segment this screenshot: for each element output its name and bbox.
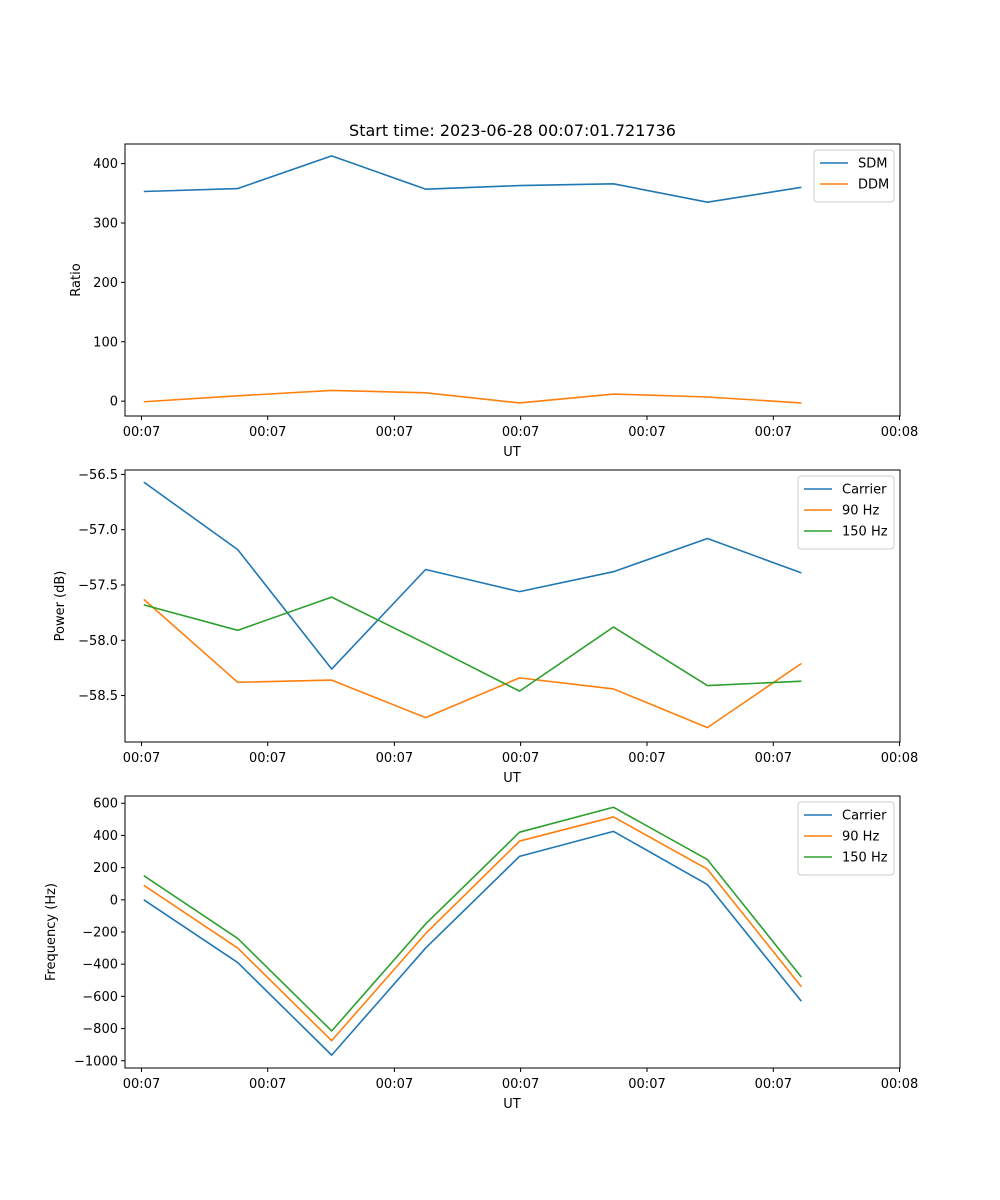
series-line-150-hz bbox=[143, 806, 802, 1032]
figure-title: Start time: 2023-06-28 00:07:01.721736 bbox=[349, 121, 676, 140]
y-axis-label: Ratio bbox=[69, 263, 84, 296]
y-tick-label: −800 bbox=[82, 1022, 118, 1037]
y-tick-label: −58.0 bbox=[78, 634, 118, 649]
series-line-90-hz bbox=[143, 816, 802, 1042]
y-tick-label: −58.5 bbox=[78, 689, 118, 704]
y-tick-label: 400 bbox=[93, 157, 118, 172]
legend-entry-label: 90 Hz bbox=[842, 504, 879, 519]
x-tick-label: 00:07 bbox=[502, 751, 539, 766]
y-tick-label: −200 bbox=[82, 926, 118, 941]
x-tick-label: 00:07 bbox=[376, 1077, 413, 1092]
legend: Carrier 90 Hz 150 Hz bbox=[797, 801, 895, 876]
x-tick-label: 00:07 bbox=[755, 1077, 792, 1092]
axes-frame bbox=[124, 469, 901, 743]
y-tick-label: −400 bbox=[82, 958, 118, 973]
y-axis-label: Power (dB) bbox=[53, 571, 68, 642]
y-tick-label: −57.5 bbox=[78, 578, 118, 593]
x-tick-label: 00:07 bbox=[249, 425, 286, 440]
y-tick-label: 100 bbox=[93, 335, 118, 350]
legend-entry-label: Carrier bbox=[842, 809, 887, 824]
x-tick-label: 00:07 bbox=[123, 425, 160, 440]
x-tick-label: 00:07 bbox=[755, 425, 792, 440]
y-tick-label: −600 bbox=[82, 990, 118, 1005]
x-tick-label: 00:07 bbox=[628, 1077, 665, 1092]
x-tick-label: 00:07 bbox=[755, 751, 792, 766]
legend-entry-label: 150 Hz bbox=[842, 525, 888, 540]
x-tick-label: 00:08 bbox=[881, 751, 918, 766]
y-tick-label: −57.0 bbox=[78, 523, 118, 538]
x-axis-label: UT bbox=[503, 445, 521, 460]
x-tick-label: 00:08 bbox=[881, 425, 918, 440]
y-axis-label: Frequency (Hz) bbox=[44, 883, 59, 981]
x-tick-label: 00:07 bbox=[249, 751, 286, 766]
x-tick-label: 00:07 bbox=[376, 751, 413, 766]
x-tick-label: 00:07 bbox=[628, 751, 665, 766]
x-axis-label: UT bbox=[503, 771, 521, 786]
legend-entry-label: 150 Hz bbox=[842, 851, 888, 866]
y-tick-label: 0 bbox=[110, 893, 118, 908]
x-tick-label: 00:07 bbox=[249, 1077, 286, 1092]
series-line-sdm bbox=[143, 155, 802, 203]
legend: Carrier 90 Hz 150 Hz bbox=[797, 475, 895, 550]
chart-panel-1: 0 100 200 300 400 00:07 00:07 00:07 00:07 00:07 00… bbox=[69, 143, 918, 460]
series-line-150-hz bbox=[143, 596, 802, 692]
x-tick-label: 00:07 bbox=[628, 425, 665, 440]
x-tick-label: 00:07 bbox=[502, 425, 539, 440]
legend-entry-label: 90 Hz bbox=[842, 830, 879, 845]
legend-entry-label: DDM bbox=[858, 178, 889, 193]
y-tick-label: 0 bbox=[110, 395, 118, 410]
x-axis-label: UT bbox=[503, 1097, 521, 1112]
x-tick-label: 00:07 bbox=[123, 1077, 160, 1092]
chart-panel-2: −58.5 −58.0 −57.5 −57.0 −56.5 00:07 00:07 00:07… bbox=[53, 468, 918, 786]
y-tick-label: −1000 bbox=[74, 1054, 118, 1069]
axes-frame bbox=[124, 143, 901, 417]
y-tick-label: 400 bbox=[93, 829, 118, 844]
y-tick-label: 200 bbox=[93, 276, 118, 291]
legend-entry-label: Carrier bbox=[842, 483, 887, 498]
x-tick-label: 00:07 bbox=[376, 425, 413, 440]
x-tick-label: 00:07 bbox=[502, 1077, 539, 1092]
y-tick-label: −56.5 bbox=[78, 468, 118, 483]
chart-panel-3: −1000 −800 −600 −400 −200 0 200 400 600 00:07 00:0… bbox=[44, 795, 918, 1112]
axes-frame bbox=[124, 795, 901, 1069]
y-tick-label: 600 bbox=[93, 797, 118, 812]
legend: SDM DDM bbox=[813, 149, 895, 203]
series-line-carrier bbox=[143, 830, 802, 1056]
x-tick-label: 00:08 bbox=[881, 1077, 918, 1092]
series-line-90-hz bbox=[143, 598, 802, 729]
y-tick-label: 200 bbox=[93, 861, 118, 876]
y-tick-label: 300 bbox=[93, 216, 118, 231]
series-line-carrier bbox=[143, 481, 802, 670]
series-line-ddm bbox=[143, 389, 802, 404]
x-tick-label: 00:07 bbox=[123, 751, 160, 766]
legend-entry-label: SDM bbox=[858, 157, 887, 172]
